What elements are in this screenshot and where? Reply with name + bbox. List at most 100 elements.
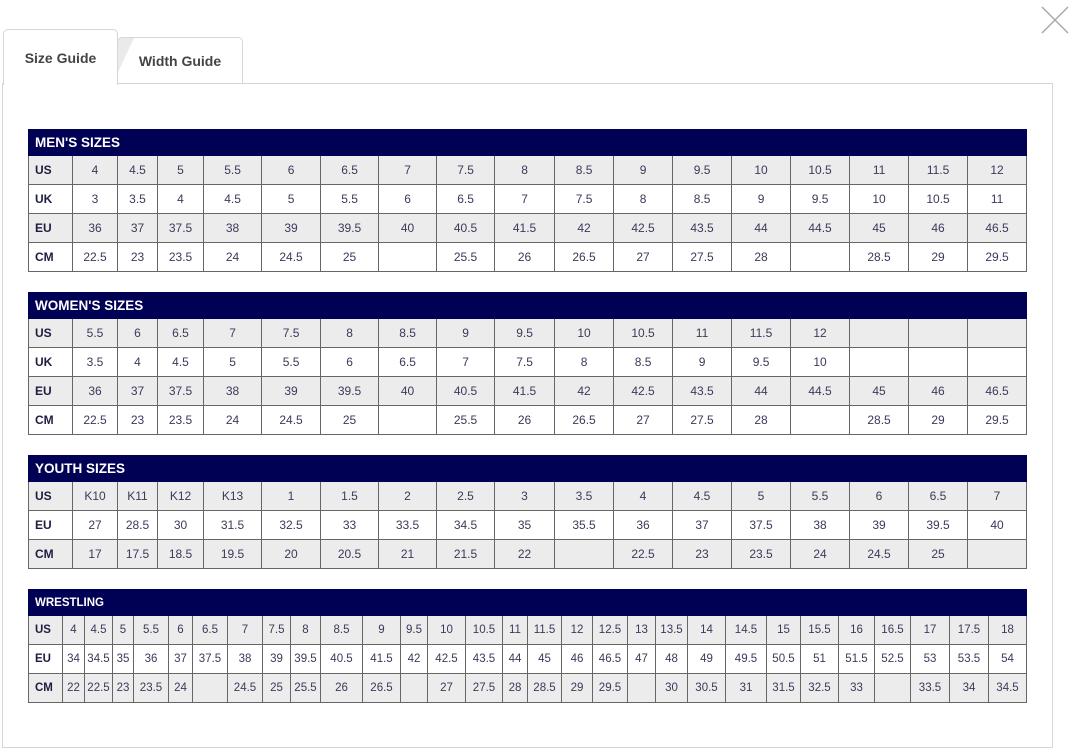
size-cell: 22 [62,673,85,703]
header-cell [436,455,496,482]
mens-size-table: MEN'S SIZES US 4 4.5 5 5.5 6 6.5 7 7.5 8 8.5 9 9.5 10 1… [27,129,1028,272]
header-cell [362,589,401,616]
size-cell: 37 [117,213,158,243]
size-cell: 11 [502,615,528,645]
size-cell [192,673,228,703]
size-cell: 17 [910,615,950,645]
tab-width-guide[interactable]: Width Guide [117,37,243,84]
size-cell: 49 [687,644,726,674]
size-cell: 25 [908,539,969,569]
size-cell: 3.5 [554,481,615,511]
header-cell [400,589,428,616]
size-cell: 7.5 [436,155,496,185]
size-cell: 40 [967,510,1028,540]
size-cell: 17.5 [117,539,158,569]
header-cell [436,292,496,319]
tab-size-guide[interactable]: Size Guide [3,29,118,85]
size-cell: 6 [168,615,193,645]
size-cell: 27 [613,242,674,272]
size-cell: 31.5 [766,673,801,703]
size-cell: 39.5 [320,213,380,243]
close-icon[interactable] [1040,5,1070,35]
size-cell: 6 [320,347,380,377]
size-cell: 46 [908,213,969,243]
size-cell: 37.5 [156,213,205,243]
size-cell: 37 [168,644,193,674]
size-cell: 25 [320,242,380,272]
header-cell [378,455,438,482]
youth-size-table: YOUTH SIZES US K10 K11 K12 K13 1 1.5 2 2.5 3 3.5 4 4.… [27,455,1028,569]
size-cell: 27 [613,405,674,435]
size-cell: 23.5 [731,539,792,569]
size-cell: 7.5 [262,615,291,645]
size-cell: 54 [988,644,1027,674]
size-cell: 7 [967,481,1028,511]
size-cell: 39 [262,644,291,674]
size-cell: 5.5 [320,184,380,214]
size-cell: K11 [117,481,158,511]
size-cell: 46.5 [967,376,1028,406]
size-cell: 23 [117,405,158,435]
size-cell: 11 [849,155,910,185]
size-cell: 8 [494,155,556,185]
size-cell: 40.5 [436,376,496,406]
size-cell: 7 [494,184,556,214]
header-cell [554,292,615,319]
size-cell: 24.5 [261,405,322,435]
size-cell: 8.5 [672,184,733,214]
size-cell: 32.5 [261,510,322,540]
size-cell: 8.5 [554,155,615,185]
row-label: CM [28,673,63,703]
size-cell: 42 [554,376,615,406]
size-cell: 15.5 [800,615,839,645]
size-cell: 24 [203,405,263,435]
size-cell: K12 [156,481,205,511]
size-cell: 13 [627,615,656,645]
size-cell: 4 [117,347,158,377]
size-cell: 8 [320,318,380,348]
size-cell: 9.5 [790,184,851,214]
header-cell [908,455,969,482]
header-cell [133,589,169,616]
table-row-us: US 4 4.5 5 5.5 6 6.5 7 7.5 8 8.5 9 9.5 10 10.5 11 11.5 12 [28,155,1028,185]
size-cell: 52.5 [874,644,911,674]
table-title: WRESTLING [28,589,134,616]
size-cell: 26.5 [362,673,401,703]
size-cell: 34.5 [988,673,1027,703]
size-cell: 6.5 [908,481,969,511]
size-cell: K10 [72,481,118,511]
size-cell: 11 [967,184,1028,214]
header-cell [227,589,263,616]
header-cell [494,292,556,319]
size-cell: 22.5 [72,405,118,435]
header-cell [378,292,438,319]
header-cell [436,129,496,156]
size-cell: 44.5 [790,376,851,406]
size-cell: 6 [117,318,158,348]
table-header-row: YOUTH SIZES [27,455,1028,482]
size-cell: 34 [62,644,85,674]
size-cell: 22.5 [84,673,113,703]
size-cell: 42.5 [613,376,674,406]
size-cell: 9 [362,615,401,645]
header-cell [203,292,263,319]
size-cell [790,405,851,435]
size-cell: 23 [117,242,158,272]
header-cell [320,292,380,319]
size-cell: 3 [72,184,118,214]
size-cell: K13 [203,481,263,511]
size-cell: 9 [731,184,792,214]
size-cell: 28.5 [117,510,158,540]
size-cell: 44.5 [790,213,851,243]
size-cell: 31 [725,673,767,703]
table-title: YOUTH SIZES [27,455,205,482]
size-cell: 14.5 [725,615,767,645]
size-cell: 45 [527,644,562,674]
size-cell: 26.5 [554,242,615,272]
table-row-cm: CM 22.5 23 23.5 24 24.5 25 25.5 26 26.5 27 27.5 28 28… [28,405,1028,435]
size-cell: 22.5 [72,242,118,272]
womens-size-table: WOMEN'S SIZES US 5.5 6 6.5 7 7.5 8 8.5 9 9.5 10 10.5… [27,292,1028,435]
size-cell: 8 [554,347,615,377]
size-cell: 44 [731,213,792,243]
size-cell: 1.5 [320,481,380,511]
